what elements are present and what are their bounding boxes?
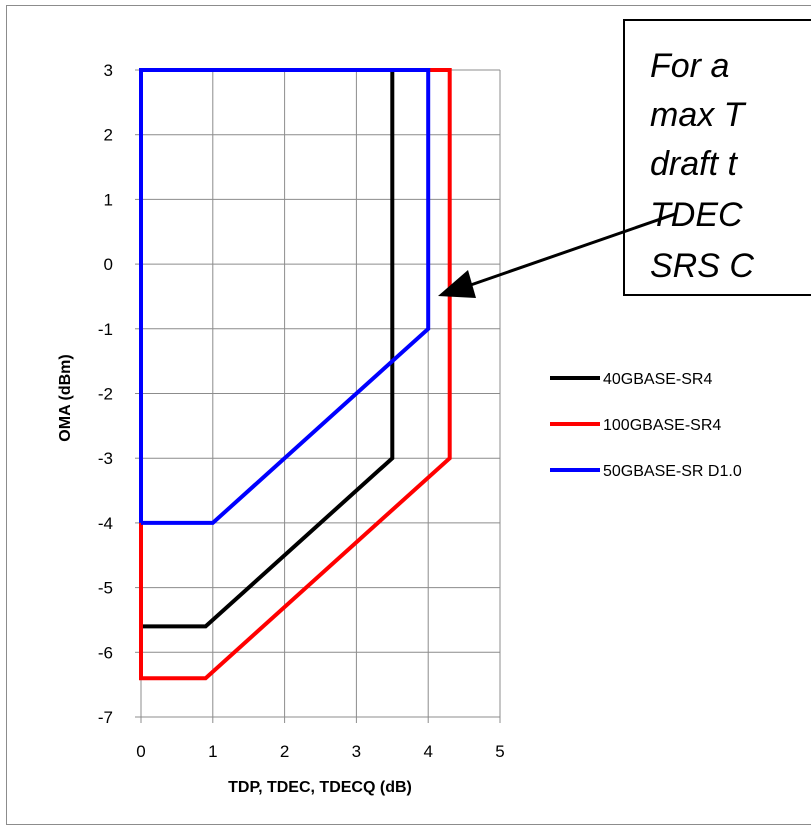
series-line-1 xyxy=(139,68,452,681)
callout-line-4: TDEC xyxy=(650,196,743,234)
arrow-head xyxy=(438,270,476,298)
legend: 40GBASE-SR4 100GBASE-SR4 50GBASE-SR D1.0 xyxy=(550,371,742,480)
tick-labels: 0 1 2 3 4 5 3 2 1 0 -1 -2 -3 -4 -5 -6 -7 xyxy=(98,61,505,761)
x-tick-label: 3 xyxy=(352,742,361,761)
x-axis-title: TDP, TDEC, TDECQ (dB) xyxy=(228,779,412,796)
y-tick-label: -2 xyxy=(98,385,113,404)
callout-arrow xyxy=(438,212,676,298)
series-layer xyxy=(139,68,452,681)
legend-label-0: 40GBASE-SR4 xyxy=(603,371,712,388)
callout-line-2: max T xyxy=(650,96,747,134)
series-line-2 xyxy=(139,68,431,525)
callout-line-3: draft t xyxy=(650,145,738,183)
y-tick-label: -1 xyxy=(98,320,113,339)
y-tick-label: -4 xyxy=(98,514,113,533)
callout-border xyxy=(623,19,811,296)
legend-label-2: 50GBASE-SR D1.0 xyxy=(603,463,742,480)
callout-box: For a max T draft t TDEC SRS C xyxy=(623,19,811,296)
y-tick-label: -3 xyxy=(98,449,113,468)
y-tick-label: -7 xyxy=(98,708,113,727)
series-line-0 xyxy=(141,70,395,629)
callout-line-5: SRS C xyxy=(650,247,754,285)
y-tick-label: 3 xyxy=(104,61,113,80)
y-tick-label: -5 xyxy=(98,579,113,598)
callout-line-1: For a xyxy=(650,47,729,85)
x-tick-label: 4 xyxy=(423,742,432,761)
y-axis-title: OMA (dBm) xyxy=(57,354,74,441)
y-tick-label: -6 xyxy=(98,643,113,662)
y-tick-label: 1 xyxy=(104,190,113,209)
y-tick-label: 2 xyxy=(104,126,113,145)
x-tick-label: 5 xyxy=(495,742,504,761)
x-tick-label: 1 xyxy=(208,742,217,761)
arrow-line xyxy=(461,212,676,290)
y-tick-label: 0 xyxy=(104,255,113,274)
x-tick-label: 2 xyxy=(280,742,289,761)
legend-label-1: 100GBASE-SR4 xyxy=(603,417,721,434)
x-tick-label: 0 xyxy=(136,742,145,761)
